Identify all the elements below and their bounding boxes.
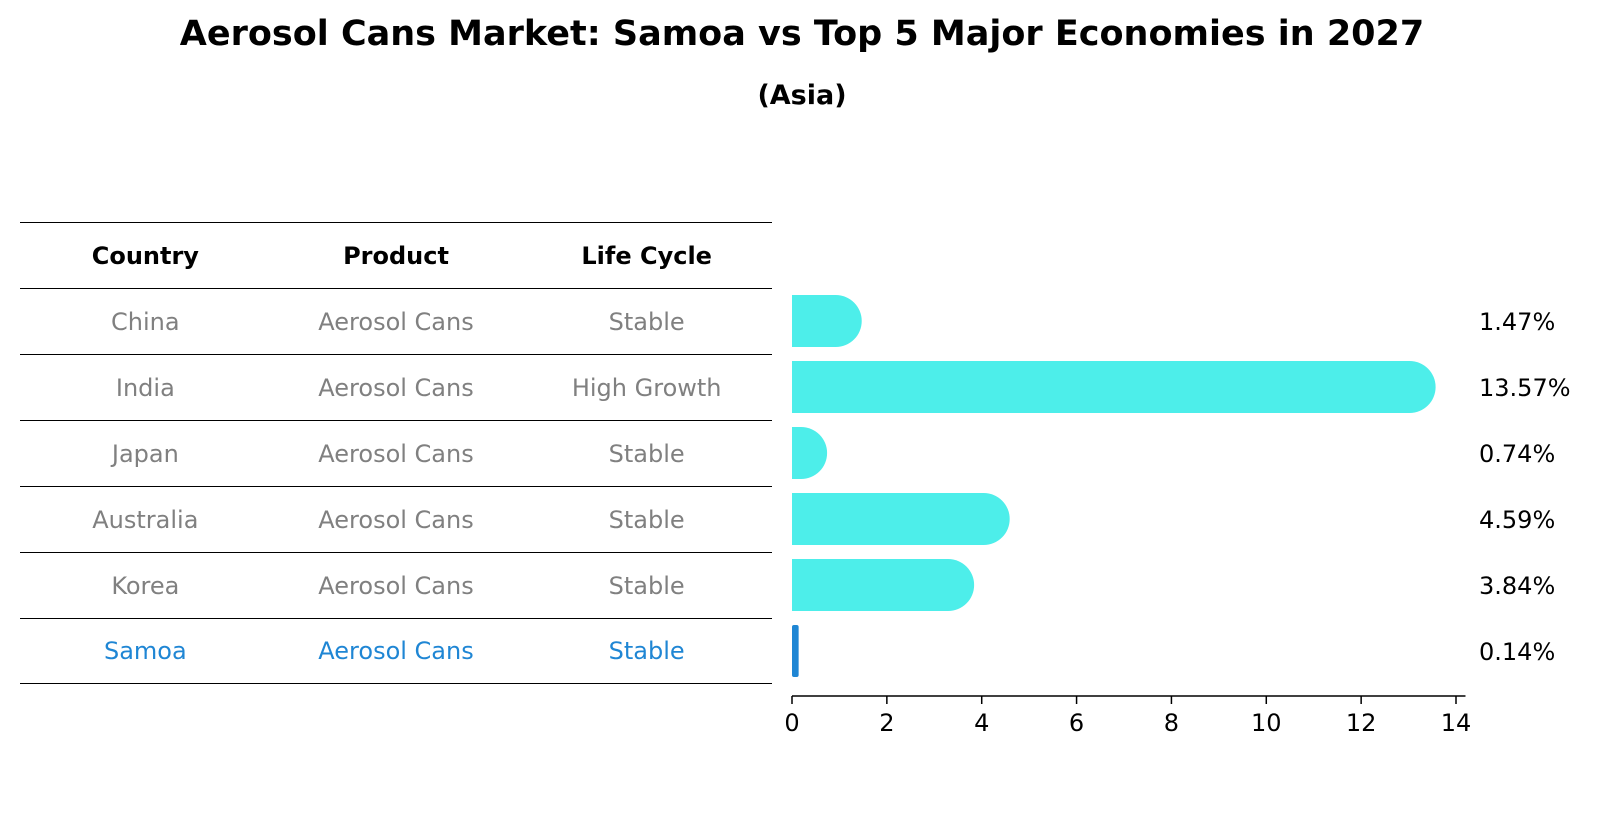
table-row: Japan Aerosol Cans Stable — [20, 420, 772, 486]
x-tick-label-0: 0 — [784, 709, 799, 737]
chart-title: Aerosol Cans Market: Samoa vs Top 5 Majo… — [179, 14, 1425, 54]
cell-product: Aerosol Cans — [318, 637, 474, 665]
cell-product: Aerosol Cans — [318, 439, 474, 468]
x-tick-label-10: 10 — [1251, 709, 1282, 737]
bar-japan — [792, 427, 828, 479]
header-country: Country — [91, 241, 199, 270]
bar-samoa — [792, 625, 799, 677]
cell-life-cycle: Stable — [608, 571, 685, 600]
cell-product: Aerosol Cans — [318, 505, 474, 534]
value-label-japan: 0.74% — [1479, 440, 1555, 468]
table-row: Korea Aerosol Cans Stable — [20, 552, 772, 618]
value-label-korea: 3.84% — [1479, 572, 1555, 600]
value-label-china: 1.47% — [1479, 308, 1555, 336]
table-row: Australia Aerosol Cans Stable — [20, 486, 772, 552]
table-row: China Aerosol Cans Stable — [20, 288, 772, 354]
cell-life-cycle: Stable — [608, 307, 685, 336]
x-tick-label-8: 8 — [1164, 709, 1179, 737]
cell-life-cycle: Stable — [608, 505, 685, 534]
x-tick-label-14: 14 — [1441, 709, 1472, 737]
x-tick-label-4: 4 — [974, 709, 989, 737]
table-row: India Aerosol Cans High Growth — [20, 354, 772, 420]
value-label-australia: 4.59% — [1479, 506, 1555, 534]
value-label-samoa: 0.14% — [1479, 638, 1555, 666]
cell-life-cycle: High Growth — [571, 373, 722, 402]
data-table: Country Product Life Cycle China Aerosol… — [20, 222, 772, 684]
cell-country: Korea — [111, 571, 180, 600]
x-tick-label-2: 2 — [879, 709, 894, 737]
value-label-india: 13.57% — [1479, 374, 1571, 402]
bar-korea — [792, 559, 975, 611]
cell-life-cycle: Stable — [608, 637, 685, 665]
table-header-row: Country Product Life Cycle — [20, 222, 772, 288]
cell-life-cycle: Stable — [608, 439, 685, 468]
bar-china — [792, 295, 862, 347]
header-life-cycle: Life Cycle — [581, 241, 712, 270]
cell-country: Australia — [92, 505, 199, 534]
cell-product: Aerosol Cans — [318, 373, 474, 402]
table-row-highlight: Samoa Aerosol Cans Stable — [20, 618, 772, 684]
cell-country: Samoa — [103, 637, 187, 665]
bar-australia — [792, 493, 1010, 545]
cell-product: Aerosol Cans — [318, 307, 474, 336]
x-tick-label-6: 6 — [1069, 709, 1084, 737]
x-tick-label-12: 12 — [1346, 709, 1377, 737]
cell-country: India — [115, 373, 175, 402]
header-product: Product — [343, 241, 449, 270]
chart-subtitle: (Asia) — [757, 80, 847, 111]
cell-country: Japan — [111, 439, 179, 468]
cell-product: Aerosol Cans — [318, 571, 474, 600]
cell-country: China — [111, 307, 180, 336]
bar-india — [792, 361, 1436, 413]
